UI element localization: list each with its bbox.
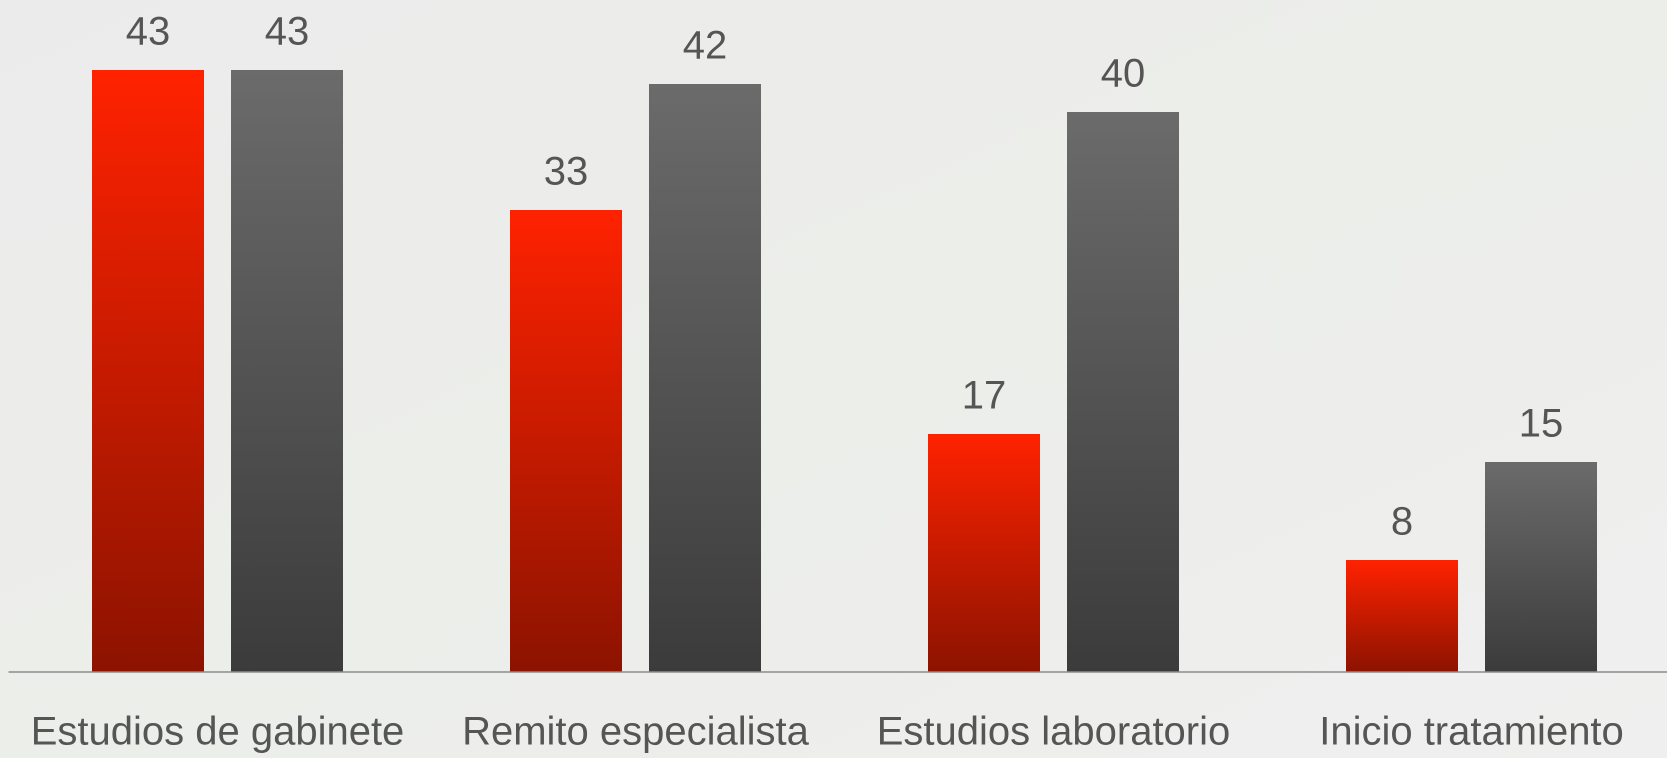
- value-label: 43: [126, 10, 171, 54]
- bar: [649, 84, 761, 672]
- value-label: 43: [265, 10, 310, 54]
- bar: [92, 70, 204, 672]
- bar: [510, 210, 622, 672]
- bar: [1346, 560, 1458, 672]
- bar: [1485, 462, 1597, 672]
- value-label: 40: [1101, 52, 1146, 96]
- value-label: 15: [1519, 402, 1564, 446]
- x-tick-label: Inicio tratamiento: [1319, 710, 1624, 754]
- bar: [928, 434, 1040, 672]
- x-tick-label: Estudios laboratorio: [877, 710, 1231, 754]
- x-tick-label: Estudios de gabinete: [31, 710, 405, 754]
- value-label: 8: [1391, 500, 1413, 544]
- value-label: 33: [544, 150, 589, 194]
- value-label: 42: [683, 24, 728, 68]
- bar: [1067, 112, 1179, 672]
- x-tick-label: Remito especialista: [462, 710, 810, 754]
- value-label: 17: [962, 374, 1007, 418]
- bar: [231, 70, 343, 672]
